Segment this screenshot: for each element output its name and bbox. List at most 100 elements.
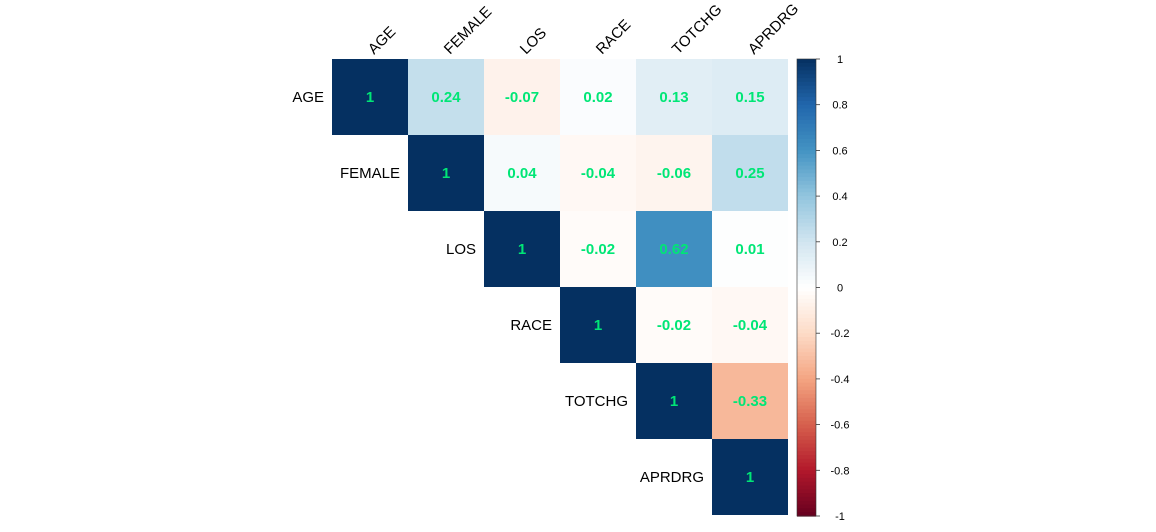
colorbar-strip [797,104,816,110]
colorbar-strip [797,78,816,83]
colorbar-strip [797,70,816,75]
colorbar-strip [797,363,816,369]
cell-race-aprdrg [712,287,788,363]
cell-value-totchg-totchg: 1 [670,393,678,410]
colorbar-strip [797,93,816,98]
cell-age-female [408,59,484,135]
cell-value-age-los: -0.07 [505,89,539,106]
colorbar-strip [797,180,816,186]
cell-los-race [560,211,636,287]
colorbar-strip [797,158,816,163]
cell-value-female-los: 0.04 [507,165,537,182]
colorbar-strip [797,420,816,426]
colorbar-strip [797,382,816,388]
colorbar-strip [797,352,816,357]
colorbar-strip [797,302,816,308]
colorbar-strip [797,142,816,148]
colorbar-strip [797,131,816,136]
colorbar-strip [797,135,816,140]
cell-female-totchg [636,135,712,211]
colorbar-strip [797,287,816,292]
colorbar-strip [797,260,816,266]
cell-totchg-totchg [636,363,712,439]
cell-female-aprdrg [712,135,788,211]
row-labels-layer: AGE FEMALE LOS RACE TOTCHG APRDRG [292,89,704,486]
colorbar-strip [797,401,816,407]
colorbar-strip [797,409,816,414]
cell-los-aprdrg [712,211,788,287]
colorbar-tick-label: -0.2 [831,328,850,340]
colorbar-tick-label: 0 [837,283,843,295]
colorbar-strip [797,416,816,422]
colorbar-strip [797,359,816,365]
cells-layer [332,59,788,515]
col-label-female: FEMALE [441,3,495,57]
cell-value-race-totchg: -0.02 [657,317,691,334]
colorbar-strip [797,295,816,300]
colorbar-strip [797,474,816,479]
cell-female-female [408,135,484,211]
colorbar-tick-label: 0.2 [832,237,847,249]
row-label-age: AGE [292,89,324,106]
colorbar-strip [797,237,816,243]
colorbar-strip [797,455,816,460]
colorbar-strip [797,218,816,224]
cell-value-age-totchg: 0.13 [659,89,688,106]
colorbar-strip [797,154,816,159]
colorbar-strip [797,314,816,319]
colorbar-strip [797,62,816,68]
colorbar-tick-label: 1 [837,54,843,66]
colorbar-strip [797,85,816,91]
colorbar-strip [797,234,816,239]
cell-age-totchg [636,59,712,135]
colorbar-strip [797,81,816,87]
cell-los-totchg [636,211,712,287]
colorbar-strip [797,199,816,205]
cell-age-age [332,59,408,135]
col-label-los: LOS [517,25,550,58]
colorbar-tick-label: 0.4 [832,191,847,203]
colorbar-tick-label: 0.8 [832,100,847,112]
colorbar-strip [797,272,816,277]
colorbar-strip [797,112,816,117]
colorbar-strip [797,165,816,171]
cell-female-race [560,135,636,211]
col-label-totchg: TOTCHG [669,1,726,58]
colorbar-strip [797,268,816,273]
colorbar-strip [797,394,816,399]
colorbar-strip [797,405,816,410]
colorbar-strip [797,390,816,395]
values-layer: 1 0.24 -0.07 0.02 0.13 0.15 1 0.04 -0.04 -0.06 0.2… [366,89,768,486]
colorbar-strip [797,496,816,502]
colorbar-strip [797,127,816,132]
cell-age-race [560,59,636,135]
colorbar-strip [797,150,816,155]
colorbar-strip [797,253,816,258]
colorbar-strip [797,211,816,216]
colorbar-strip [797,196,816,201]
colorbar-strip [797,447,816,452]
colorbar-strip [797,500,816,506]
colorbar-strip [797,470,816,475]
cell-value-los-los: 1 [518,241,526,258]
cell-age-aprdrg [712,59,788,135]
colorbar-strip [797,504,816,509]
colorbar-tick-label: -0.6 [831,420,850,432]
colorbar-strip [797,317,816,323]
colorbar-strip [797,146,816,151]
colorbar-strip [797,340,816,346]
colorbar-strip [797,333,816,338]
colorbar-strip [797,298,816,304]
colorbar-strip [797,74,816,79]
colorbar-tick-label: -0.4 [831,374,850,386]
cell-value-aprdrg-aprdrg: 1 [746,469,754,486]
colorbar-strip [797,413,816,418]
colorbar-strip [797,489,816,494]
colorbar-strip [797,451,816,456]
col-label-aprdrg: APRDRG [745,0,802,57]
colorbar-strip [797,386,816,391]
colorbar-strip [797,264,816,270]
colorbar-strip [797,188,816,193]
